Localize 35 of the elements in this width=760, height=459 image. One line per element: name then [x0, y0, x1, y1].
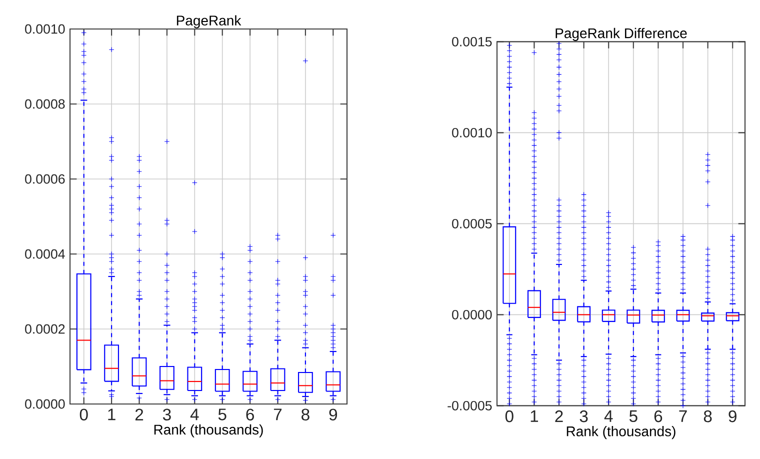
x-tick-label: 1: [108, 408, 116, 420]
y-tick-label: 0.0010: [452, 128, 492, 138]
x-tick-label: 3: [580, 410, 588, 422]
x-tick-label: 6: [246, 408, 254, 420]
y-tick-label: 0.0005: [452, 218, 492, 228]
x-tick-label: 5: [629, 410, 638, 422]
x-axis-title: Rank (thousands): [566, 426, 676, 440]
x-tick-label: 4: [604, 410, 613, 422]
x-tick-label: 7: [274, 408, 282, 420]
x-axis-title: Rank (thousands): [154, 424, 263, 438]
x-tick-label: 1: [530, 410, 538, 422]
x-tick-label: 2: [135, 408, 144, 420]
y-tick-label: 0.0010: [25, 24, 65, 34]
x-tick-label: 2: [555, 410, 563, 422]
x-tick-label: 3: [162, 408, 171, 420]
y-tick-label: 0.0004: [25, 249, 65, 259]
chart-title: PageRank: [176, 15, 242, 28]
x-tick-label: 0: [505, 410, 514, 422]
x-tick-label: 9: [329, 408, 338, 420]
x-tick-label: 7: [679, 410, 687, 422]
y-tick-label: 0.0008: [25, 99, 65, 109]
y-tick-label: 0.0002: [25, 324, 65, 334]
y-tick-label: 0.0006: [25, 174, 65, 184]
x-tick-label: 4: [190, 408, 199, 420]
x-tick-label: 8: [302, 408, 310, 420]
x-tick-label: 9: [728, 410, 736, 422]
chart-title: PageRank Difference: [556, 28, 687, 41]
x-tick-label: 5: [218, 408, 226, 420]
y-tick-label: 0.0015: [452, 36, 492, 46]
x-tick-label: 6: [654, 410, 662, 422]
x-tick-label: 8: [704, 410, 712, 422]
y-tick-label: 0.0000: [452, 310, 492, 320]
y-tick-label: -0.0005: [448, 400, 492, 410]
y-tick-label: 0.0000: [25, 399, 65, 409]
x-tick-label: 0: [80, 408, 88, 420]
